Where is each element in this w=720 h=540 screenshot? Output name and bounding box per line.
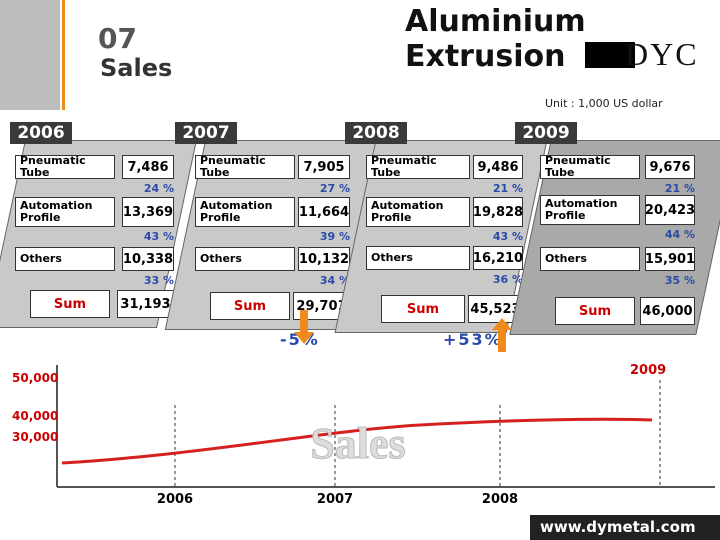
x-label: 2007 xyxy=(317,492,353,507)
sum-label: Sum xyxy=(30,290,110,318)
row-value: 15,901 xyxy=(645,247,695,271)
row-label: Pneumatic Tube xyxy=(540,155,640,179)
arrow-up xyxy=(492,318,512,352)
logo: DYC xyxy=(625,36,699,72)
row-share: 36 % xyxy=(492,273,523,286)
unit: Unit : 1,000 US dollar xyxy=(545,97,663,110)
accent-line xyxy=(62,0,65,110)
logo-bar xyxy=(585,42,635,68)
row-value: 9,676 xyxy=(645,155,695,179)
row-label: Others xyxy=(15,247,115,271)
row-value: 13,369 xyxy=(122,197,174,227)
row-label: Pneumatic Tube xyxy=(195,155,295,179)
row-value: 19,828 xyxy=(473,197,523,227)
row-label: Pneumatic Tube xyxy=(366,155,470,179)
x-label: 2006 xyxy=(157,492,193,507)
row-share: 24 % xyxy=(143,182,174,195)
sum-value: 46,000 xyxy=(640,297,695,325)
row-share: 21 % xyxy=(492,182,523,195)
row-share: 33 % xyxy=(143,274,174,287)
sum-value: 31,193 xyxy=(117,290,174,318)
row-share: 39 % xyxy=(319,230,350,243)
row-value: 11,664 xyxy=(298,197,350,227)
year-tab: 2008 xyxy=(345,122,407,144)
row-value: 7,905 xyxy=(298,155,350,179)
row-label: Others xyxy=(366,246,470,270)
slide-title: Sales xyxy=(100,54,173,82)
x-label: 2008 xyxy=(482,492,518,507)
row-share: 35 % xyxy=(664,274,695,287)
slide-number: 07 xyxy=(98,22,137,55)
row-label: Pneumatic Tube xyxy=(15,155,115,179)
row-label: Automation Profile xyxy=(540,195,640,225)
trend-curve xyxy=(61,417,653,465)
year-tab: 2009 xyxy=(515,122,577,144)
watermark: Sales xyxy=(310,419,405,468)
row-share: 34 % xyxy=(319,274,350,287)
row-label: Others xyxy=(540,247,640,271)
row-value: 7,486 xyxy=(122,155,174,179)
row-label: Others xyxy=(195,247,295,271)
brand: Aluminium Extrusion xyxy=(405,4,586,74)
row-value: 9,486 xyxy=(473,155,523,179)
highlight-year: 2009 xyxy=(630,363,666,378)
row-share: 27 % xyxy=(319,182,350,195)
row-value: 10,338 xyxy=(122,247,174,271)
row-value: 10,132 xyxy=(298,247,350,271)
row-share: 44 % xyxy=(664,228,695,241)
footer-bar xyxy=(530,515,720,540)
sum-label: Sum xyxy=(381,295,465,323)
y-label: 30,000 xyxy=(12,430,58,444)
row-value: 16,210 xyxy=(473,246,523,270)
row-share: 21 % xyxy=(664,182,695,195)
footer-url: www.dymetal.com xyxy=(540,518,696,536)
arrow-down xyxy=(294,310,314,344)
row-label: Automation Profile xyxy=(366,197,470,227)
sum-label: Sum xyxy=(210,292,290,320)
year-tab: 2006 xyxy=(10,122,72,144)
y-label: 40,000 xyxy=(12,409,58,423)
row-share: 43 % xyxy=(492,230,523,243)
sum-label: Sum xyxy=(555,297,635,325)
row-value: 20,423 xyxy=(645,195,695,225)
row-label: Automation Profile xyxy=(15,197,115,227)
growth: +53% xyxy=(443,330,503,349)
y-label: 50,000 xyxy=(12,371,58,385)
side-block xyxy=(0,0,60,110)
row-label: Automation Profile xyxy=(195,197,295,227)
row-share: 43 % xyxy=(143,230,174,243)
year-tab: 2007 xyxy=(175,122,237,144)
